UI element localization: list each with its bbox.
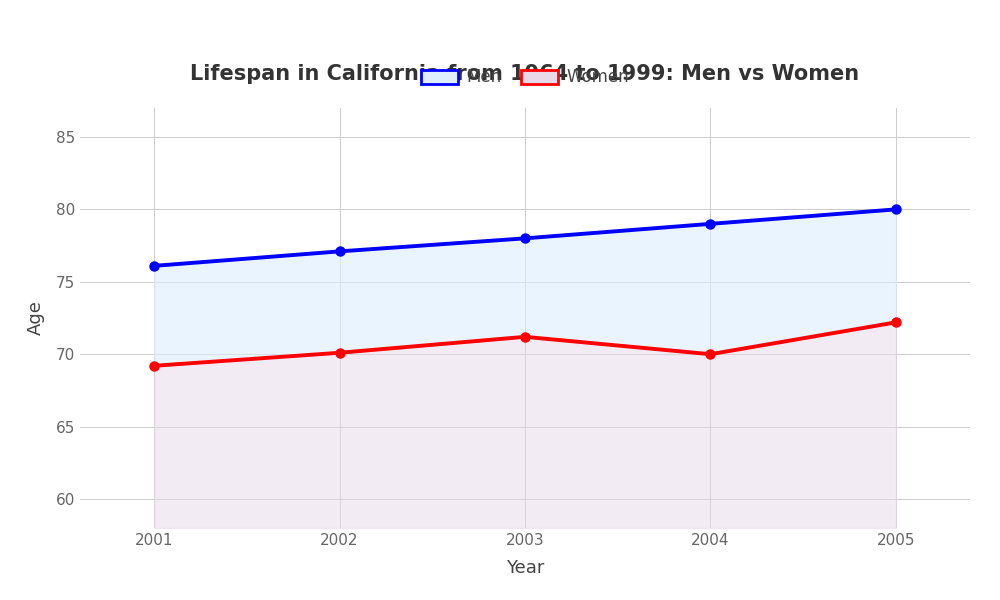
Title: Lifespan in California from 1964 to 1999: Men vs Women: Lifespan in California from 1964 to 1999… xyxy=(190,64,860,84)
Legend: Men, Women: Men, Women xyxy=(414,62,636,93)
Y-axis label: Age: Age xyxy=(27,301,45,335)
X-axis label: Year: Year xyxy=(506,559,544,577)
